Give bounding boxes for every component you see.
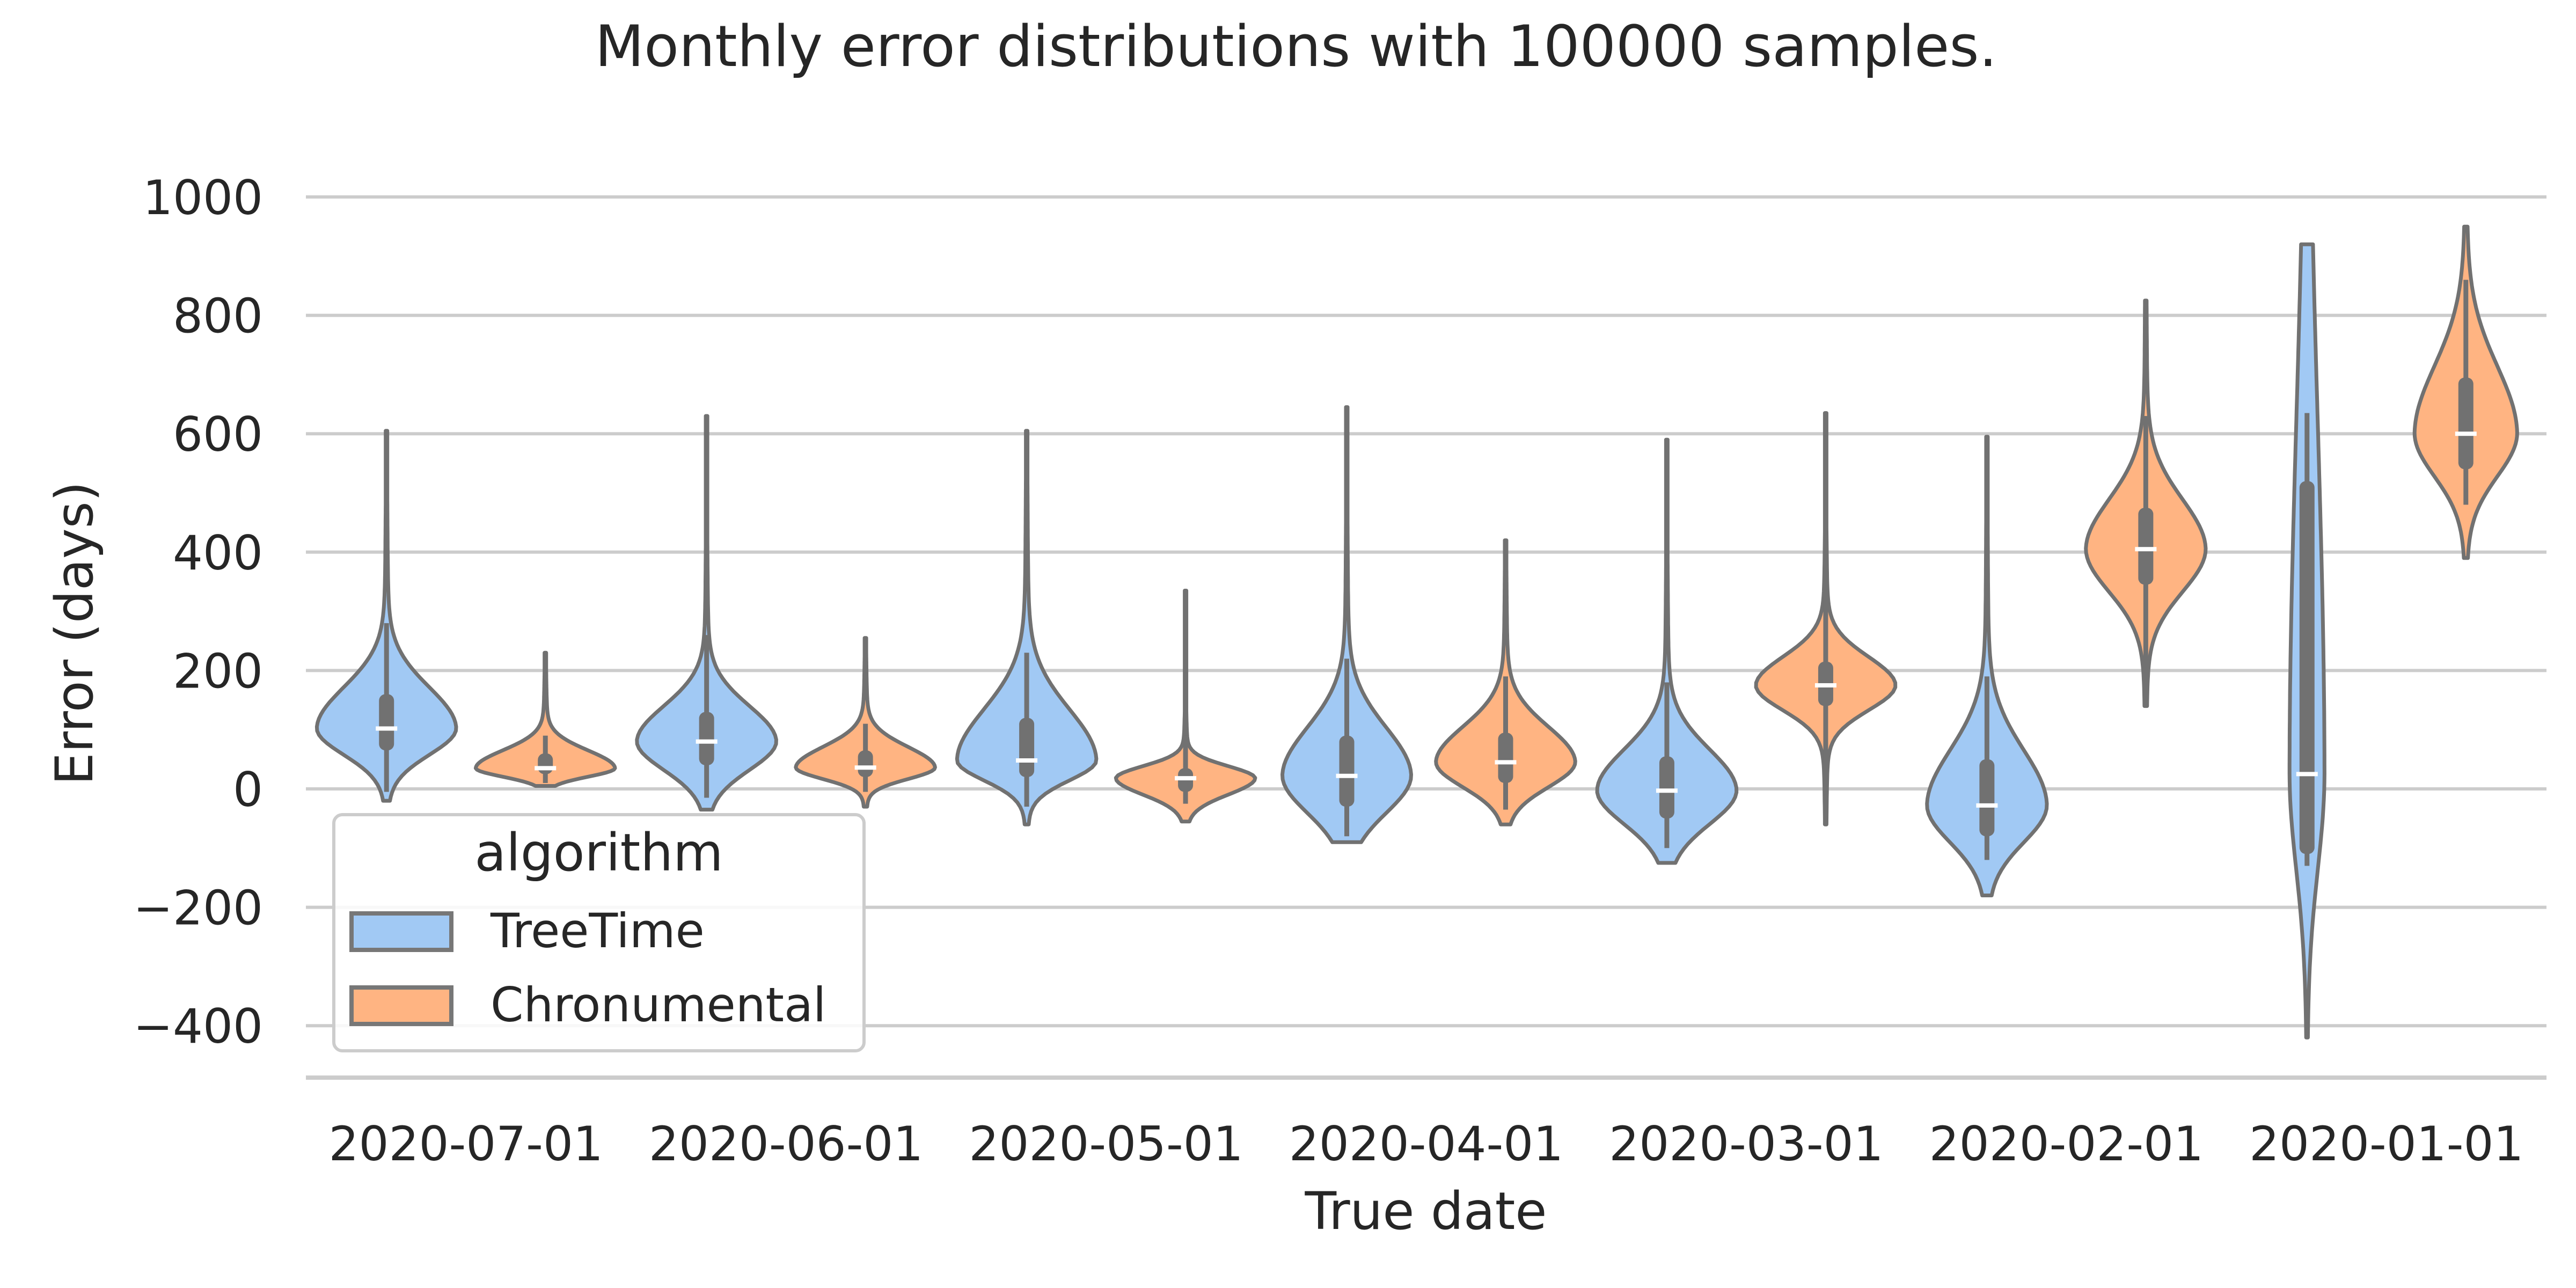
x-tick-label: 2020-06-01 xyxy=(649,1116,923,1172)
x-tick-label: 2020-04-01 xyxy=(1289,1116,1563,1172)
y-tick-label: 200 xyxy=(173,643,263,699)
violin-treetime-2020-07-01 xyxy=(314,429,458,803)
iqr-box-treetime-2020-04-01 xyxy=(1339,735,1355,807)
y-tick-label: 1000 xyxy=(143,170,263,225)
iqr-box-treetime-2020-07-01 xyxy=(379,694,394,751)
x-tick-label: 2020-07-01 xyxy=(329,1116,603,1172)
y-tick-labels: −400 −200 0 200 400 600 800 1000 xyxy=(133,170,263,1054)
iqr-box-treetime-2020-02-01 xyxy=(1979,759,1995,837)
x-tick-label: 2020-03-01 xyxy=(1609,1116,1883,1172)
violin-treetime-2020-04-01 xyxy=(1280,405,1413,844)
y-tick-label: 400 xyxy=(173,525,263,581)
iqr-box-treetime-2020-06-01 xyxy=(699,712,714,765)
iqr-box-treetime-2020-01-01 xyxy=(2299,481,2315,854)
x-axis-label: True date xyxy=(1305,1181,1547,1241)
iqr-box-chronumental-2020-02-01 xyxy=(2138,508,2154,585)
chart-title: Monthly error distributions with 100000 … xyxy=(595,13,1997,79)
x-tick-label: 2020-05-01 xyxy=(969,1116,1243,1172)
iqr-box-treetime-2020-03-01 xyxy=(1659,756,1674,819)
x-tick-labels: 2020-07-01 2020-06-01 2020-05-01 2020-04-01… xyxy=(329,1116,2524,1172)
iqr-box-chronumental-2020-07-01 xyxy=(538,753,553,774)
y-tick-label: 800 xyxy=(173,289,263,344)
x-tick-label: 2020-01-01 xyxy=(2249,1116,2523,1172)
legend-swatch-chronumental xyxy=(349,985,453,1026)
violin-chronumental-2020-05-01 xyxy=(1114,589,1257,824)
legend-swatch-treetime xyxy=(349,911,453,952)
iqr-box-chronumental-2020-04-01 xyxy=(1498,733,1513,783)
legend-frame xyxy=(332,813,866,1052)
x-tick-label: 2020-02-01 xyxy=(1929,1116,2204,1172)
iqr-box-chronumental-2020-01-01 xyxy=(2458,377,2473,470)
y-tick-label: −400 xyxy=(133,999,263,1054)
legend-title: algorithm xyxy=(474,823,723,883)
violin-chronumental-2020-06-01 xyxy=(794,636,937,809)
legend-label-chronumental: Chronumental xyxy=(491,977,826,1033)
y-tick-label: 600 xyxy=(173,407,263,462)
violin-treetime-2020-06-01 xyxy=(635,414,778,812)
legend-label-treetime: TreeTime xyxy=(490,903,705,958)
violin-treetime-2020-05-01 xyxy=(955,429,1099,826)
y-tick-label: −200 xyxy=(133,881,263,936)
y-axis-label: Error (days) xyxy=(45,481,105,785)
iqr-box-treetime-2020-05-01 xyxy=(1019,718,1035,777)
violin-chronumental-2020-07-01 xyxy=(473,650,617,788)
violin-treetime-2020-02-01 xyxy=(1925,435,2049,897)
legend: algorithm TreeTime Chronumental xyxy=(332,813,866,1052)
y-tick-label: 0 xyxy=(233,762,263,817)
violins xyxy=(314,224,2519,1040)
violin-treetime-2020-03-01 xyxy=(1595,437,1739,865)
iqr-box-chronumental-2020-06-01 xyxy=(858,750,873,777)
